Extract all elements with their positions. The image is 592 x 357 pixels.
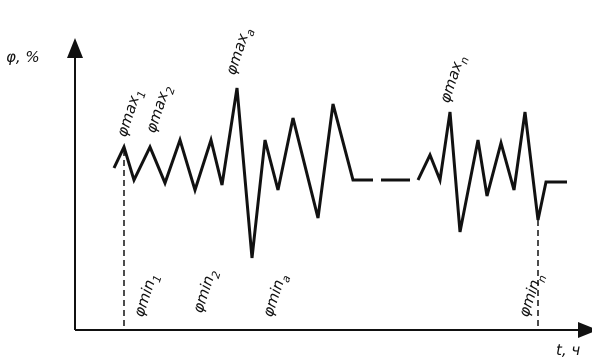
label-phi-max-1: φmax1 [113, 87, 149, 141]
label-phi-min-1: φmin1 [130, 271, 165, 321]
svg-text:φmina: φmina [259, 271, 294, 321]
label-phi-min-2: φmin2 [189, 267, 224, 317]
svg-text:φminn: φminn [515, 271, 550, 321]
svg-text:φmax1: φmax1 [113, 87, 149, 141]
label-phi-max-a: φmaxa [222, 25, 258, 79]
label-phi-min-a: φmina [259, 271, 294, 321]
svg-text:φmin2: φmin2 [189, 267, 224, 317]
svg-text:φmaxa: φmaxa [222, 25, 258, 79]
svg-text:φmin1: φmin1 [130, 271, 165, 321]
y-axis-label: φ, % [6, 48, 40, 66]
svg-text:φmaxn: φmaxn [436, 53, 472, 107]
label-phi-min-n: φminn [515, 271, 550, 321]
svg-text:φmax2: φmax2 [142, 83, 178, 137]
label-phi-max-n: φmaxn [436, 53, 472, 107]
x-axis-label: t, ч [556, 341, 580, 357]
humidity-curve-segment-1 [112, 87, 373, 259]
humidity-curve-segment-2 [416, 111, 567, 233]
label-phi-max-2: φmax2 [142, 83, 178, 137]
